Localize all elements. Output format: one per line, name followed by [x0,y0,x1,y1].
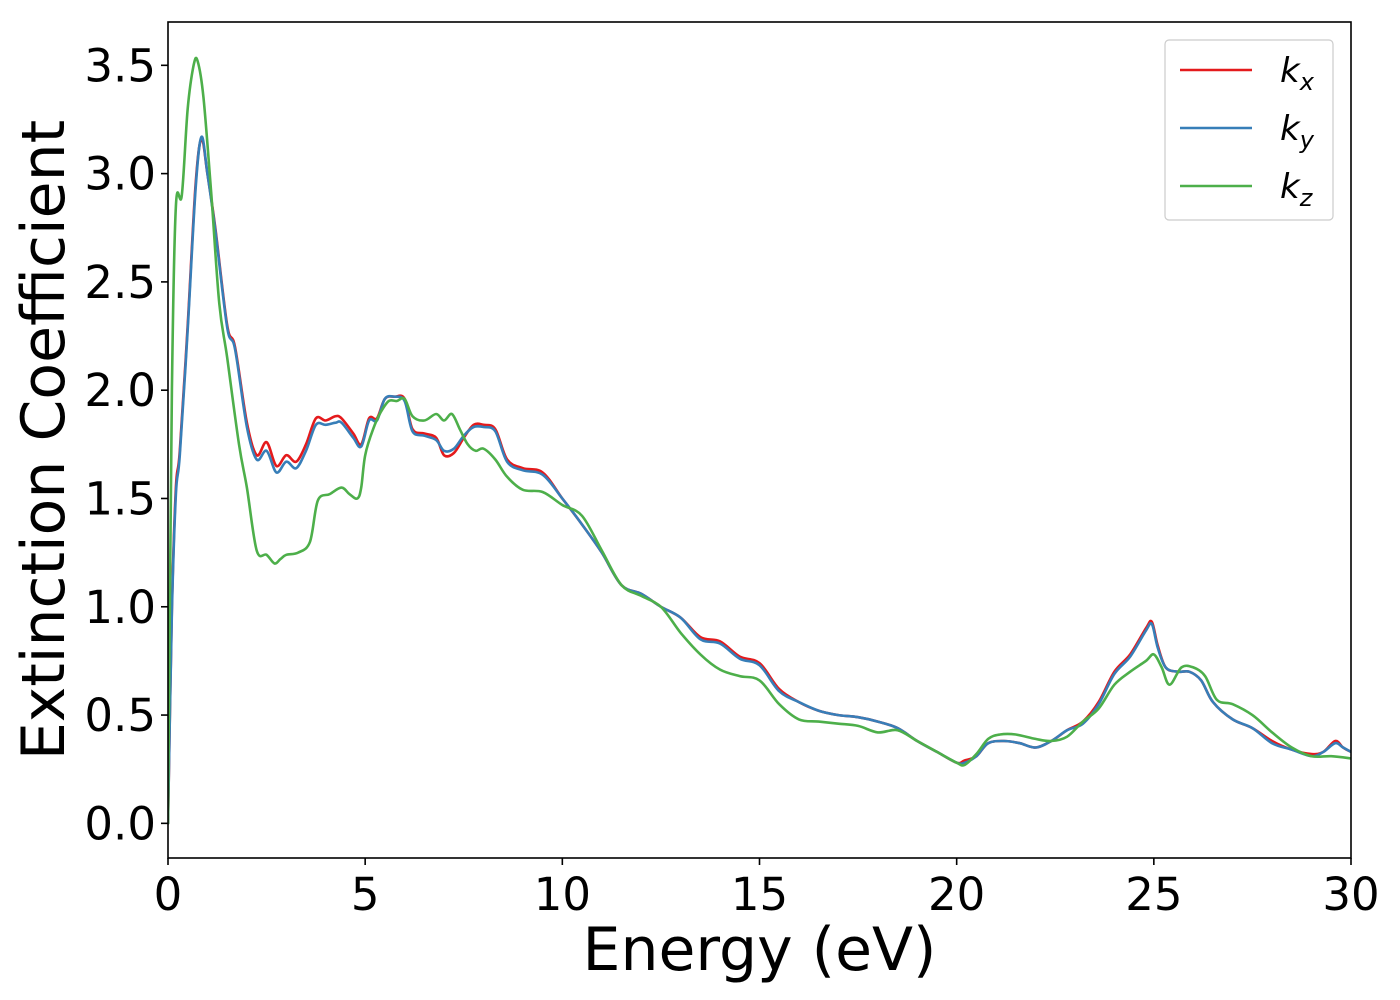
legend-label-subscript: x [1299,68,1315,96]
y-tick-label: 3.5 [84,39,156,92]
y-tick-label: 2.0 [84,364,156,417]
y-axis-title: Extinction Coefficient [9,120,79,760]
x-tick-label: 0 [154,868,183,921]
x-tick-label: 10 [534,868,591,921]
series-layer [168,56,1351,825]
legend-label-ky: ky [1280,109,1315,154]
y-tick-label: 2.5 [84,256,156,309]
y-tick-label: 1.5 [84,472,156,525]
legend-label-symbol: k [1280,167,1301,207]
legend-label-kz: kz [1280,167,1314,212]
y-tick-label: 0.0 [84,797,156,850]
legend-label-kx: kx [1280,51,1315,96]
y-tick-label: 0.5 [84,689,156,742]
x-tick-label: 30 [1322,868,1379,921]
legend-frame [1164,39,1334,221]
series-line-kz [168,56,1351,825]
legend-label-symbol: k [1280,109,1301,149]
y-tick-label: 1.0 [84,581,156,634]
legend-label-subscript: z [1299,184,1314,212]
x-tick-label: 20 [928,868,985,921]
legend-label-subscript: y [1299,126,1315,154]
y-tick-label: 3.0 [84,148,156,201]
x-tick-label: 25 [1125,868,1182,921]
legend-label-symbol: k [1280,51,1301,91]
x-axis-title: Energy (eV) [583,915,937,985]
x-tick-label: 5 [351,868,380,921]
x-tick-label: 15 [731,868,788,921]
x-axis: 0 5 10 15 20 25 30 [154,858,1380,921]
y-axis: 0.0 0.5 1.0 1.5 2.0 2.5 3.0 3.5 [84,39,168,850]
